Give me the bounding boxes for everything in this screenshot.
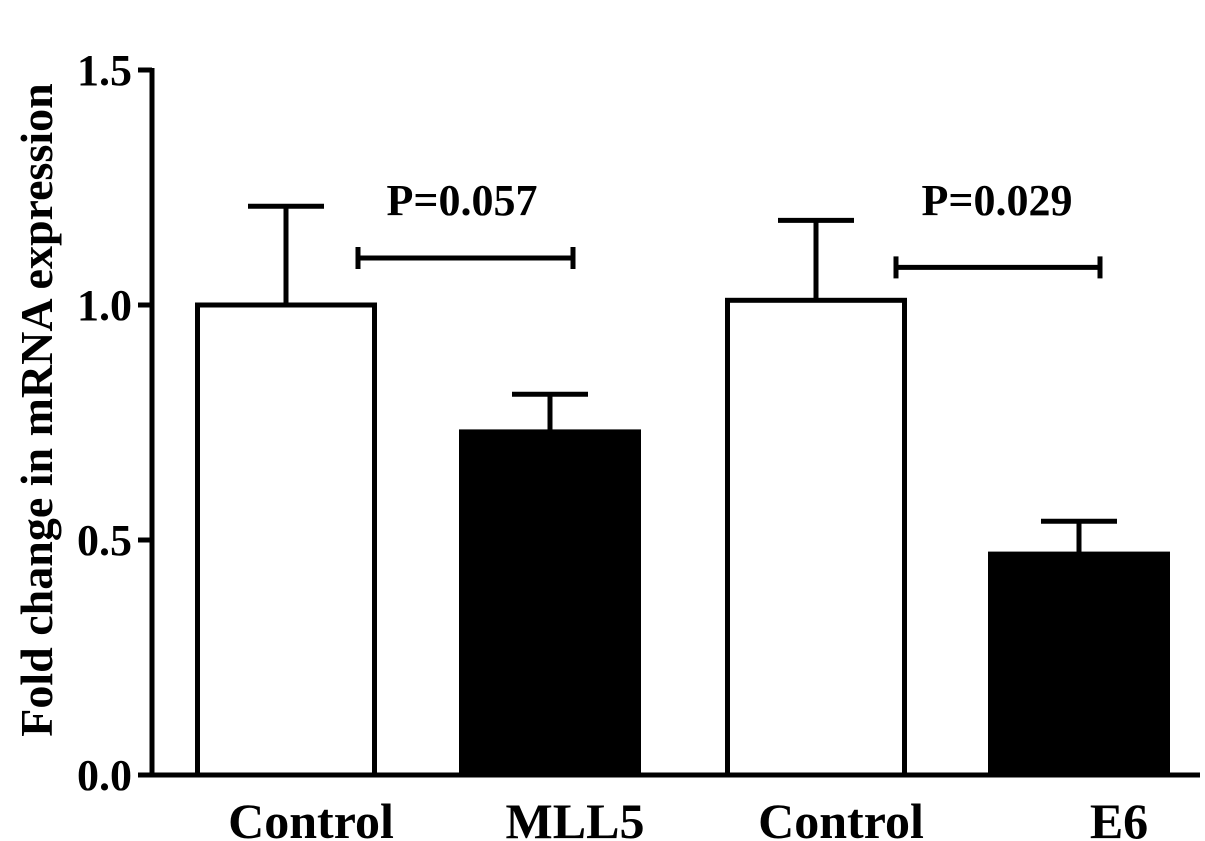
y-tick-label-1: 0.5 — [77, 516, 132, 565]
bars-layer — [195, 297, 1170, 778]
error-bars-layer — [248, 203, 1117, 555]
p-value-label-1: P=0.057 — [387, 176, 538, 225]
y-tick-label-0: 0.0 — [77, 751, 132, 800]
y-tick-label-3: 1.5 — [77, 46, 132, 95]
bar-2 — [459, 429, 641, 778]
bar-4 — [988, 551, 1170, 778]
significance-bracket-2 — [893, 256, 1103, 279]
bar-3 — [725, 297, 907, 778]
x-category-label-1: Control — [228, 793, 394, 841]
error-bar-3 — [778, 217, 854, 301]
error-bar-2 — [512, 391, 588, 432]
y-axis-title: Fold change in mRNA expression — [11, 83, 62, 736]
p-value-label-2: P=0.029 — [922, 176, 1073, 225]
significance-bracket-1 — [355, 247, 576, 269]
x-category-label-4: E6 — [1090, 793, 1148, 841]
y-tick-label-2: 1.0 — [77, 281, 132, 330]
bar-1 — [195, 302, 377, 778]
error-bar-1 — [248, 203, 324, 305]
annotations-layer: P=0.057 P=0.029 — [355, 176, 1103, 279]
error-bar-4 — [1041, 518, 1117, 555]
x-category-label-3: Control — [758, 793, 924, 841]
axes-layer: 0.0 0.5 1.0 1.5 Control MLL5 Control E6 — [77, 46, 1200, 841]
x-category-label-2: MLL5 — [506, 793, 645, 841]
